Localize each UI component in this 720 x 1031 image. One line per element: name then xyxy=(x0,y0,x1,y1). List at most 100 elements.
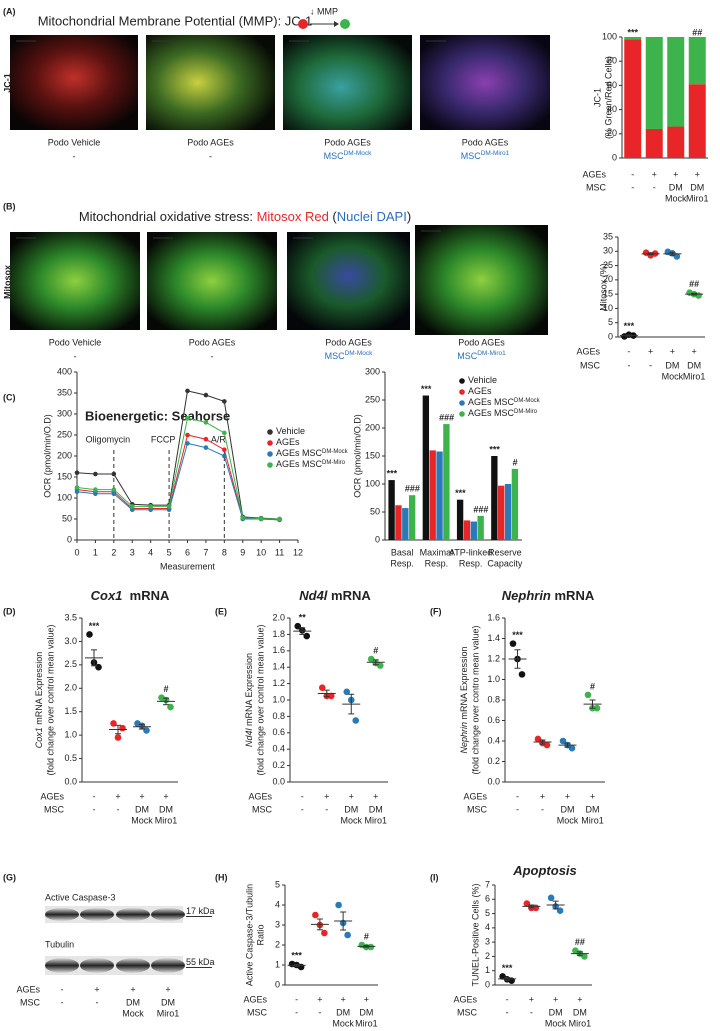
condition-value: - xyxy=(506,994,509,1004)
condition-value: + xyxy=(349,791,354,801)
condition-value: + xyxy=(670,346,675,356)
y-tick-label: 1.4 xyxy=(487,633,500,643)
image-caption: Podo AGEs xyxy=(458,337,505,347)
image-caption: Podo AGEs xyxy=(187,137,234,147)
text-span: mRNA xyxy=(122,588,170,603)
text-span: Vehicle xyxy=(276,426,305,436)
y-tick-label: 3.5 xyxy=(64,612,77,622)
series-marker xyxy=(148,507,153,513)
legend-marker xyxy=(459,411,465,417)
y-axis-label: JC-1 xyxy=(592,88,602,107)
x-tick-label: 0 xyxy=(74,547,79,557)
condition-value: - xyxy=(530,1007,533,1017)
x-tick-label: 5 xyxy=(167,547,172,557)
series-marker xyxy=(203,445,209,450)
condition-value: + xyxy=(540,791,545,801)
data-point xyxy=(344,931,351,939)
panel-label: (D) xyxy=(3,606,16,616)
series-marker xyxy=(222,399,227,404)
y-tick-label: 0 xyxy=(608,331,613,341)
image-caption: Podo AGEs xyxy=(325,337,372,347)
y-tick-label: 3.0 xyxy=(64,636,77,646)
condition-value: DM xyxy=(669,182,683,192)
condition-value: Miro1 xyxy=(683,371,706,381)
x-tick-label: 12 xyxy=(293,547,303,557)
x-tick-label: 4 xyxy=(148,547,153,557)
bar-segment xyxy=(667,37,685,127)
text-span: MSC xyxy=(325,351,346,361)
y-tick-label: 0.5 xyxy=(64,753,77,763)
condition-value: - xyxy=(516,791,519,801)
image-caption: - xyxy=(211,351,214,361)
y-tick-label: 5 xyxy=(485,908,490,918)
condition-value: + xyxy=(139,791,144,801)
series-marker xyxy=(222,430,227,436)
y-tick-label: 0.4 xyxy=(272,744,285,754)
legend-label: AGEs MSCDM-Mock xyxy=(468,397,541,407)
condition-value: - xyxy=(649,360,652,370)
annotation: ## xyxy=(692,27,702,37)
y-tick-label: 350 xyxy=(57,387,72,397)
y-tick-label: 1 xyxy=(485,965,490,975)
legend-label: AGEs MSCDM-Miro xyxy=(276,459,346,469)
series-marker xyxy=(93,471,98,477)
y-tick-label: 100 xyxy=(602,31,617,41)
legend-marker xyxy=(459,378,465,384)
annotation: *** xyxy=(291,950,302,960)
side-label: Mitosox xyxy=(2,265,12,299)
blot-label: Active Caspase-3 xyxy=(45,892,116,902)
blot-band xyxy=(45,908,79,921)
text-span: AGEs MSC xyxy=(276,459,323,469)
text-span: DM-Mock xyxy=(345,350,374,357)
y-axis-label: Nd4l mRNA Expression xyxy=(244,653,254,747)
data-point xyxy=(321,929,328,937)
y-tick-label: 1.5 xyxy=(64,706,77,716)
text-span: AGEs xyxy=(276,437,300,447)
arrow-label: ↓ MMP xyxy=(310,6,338,16)
series-marker xyxy=(129,504,135,509)
annotation: # xyxy=(163,684,168,694)
y-tick-label: 1.0 xyxy=(64,730,77,740)
x-tick-label: Resp. xyxy=(425,558,449,568)
chart-title: Nd4l mRNA xyxy=(299,588,371,603)
series-marker xyxy=(240,515,246,521)
condition-value: - xyxy=(627,346,630,356)
condition-value: + xyxy=(553,994,558,1004)
y-tick-label: 0.2 xyxy=(272,760,285,770)
y-tick-label: 30 xyxy=(603,246,613,256)
y-axis-label: Active Caspase-3/Tubulin xyxy=(244,884,254,986)
series-marker xyxy=(277,516,282,522)
series-marker xyxy=(93,487,98,492)
condition-value: DM xyxy=(586,804,600,814)
x-tick-label: Basal xyxy=(391,547,414,557)
series-marker xyxy=(203,392,209,398)
y-tick-label: 1 xyxy=(275,959,280,969)
condition-value: - xyxy=(301,804,304,814)
bar-segment xyxy=(688,37,706,85)
x-tick-label: 3 xyxy=(130,547,135,557)
y-tick-label: 2.5 xyxy=(64,659,77,669)
text-span: mRNA Expression xyxy=(34,652,44,728)
blot-band xyxy=(80,908,114,921)
panel-title: Mitochondrial oxidative stress: Mitosox … xyxy=(79,209,411,224)
y-tick-label: 0.8 xyxy=(272,711,285,721)
condition-value: Mock xyxy=(122,1008,144,1018)
y-tick-label: 3 xyxy=(485,937,490,947)
y-axis-label: (fold change over control mean value) xyxy=(255,624,265,775)
event-label: A/R xyxy=(211,434,227,444)
condition-value: - xyxy=(61,997,64,1007)
x-tick-label: 7 xyxy=(203,547,208,557)
micrograph xyxy=(147,232,277,330)
series-marker xyxy=(129,507,135,513)
image-caption: Podo Vehicle xyxy=(48,137,101,147)
panel-label: (C) xyxy=(3,392,16,402)
text-span: MSC xyxy=(461,151,482,161)
condition-value: DM xyxy=(359,1007,373,1017)
condition-value: DM xyxy=(344,804,358,814)
condition-value: Miro1 xyxy=(355,1018,378,1028)
bar xyxy=(443,424,450,540)
micrograph xyxy=(10,35,138,130)
bar xyxy=(402,508,409,540)
legend-label: AGEs xyxy=(276,437,300,447)
series-marker xyxy=(166,504,172,509)
